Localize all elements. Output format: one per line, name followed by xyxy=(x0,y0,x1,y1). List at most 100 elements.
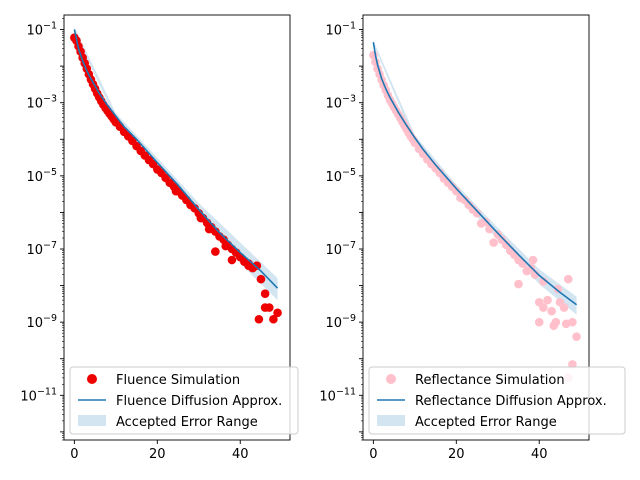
legend-label: Reflectance Simulation xyxy=(415,373,565,388)
data-point-57 xyxy=(563,274,573,284)
data-point-35 xyxy=(472,208,482,218)
data-point-59 xyxy=(572,332,581,342)
y-tick-label-5: 10−1 xyxy=(26,21,57,39)
y-tick-exponent: −9 xyxy=(43,313,57,324)
y-tick-exponent: −5 xyxy=(342,167,356,178)
y-tick-label-4: 10−3 xyxy=(26,94,57,112)
y-tick-exponent: −7 xyxy=(43,240,57,251)
y-tick-label-2: 10−7 xyxy=(325,240,356,258)
legend: Fluence Simulation Fluence Diffusion Appr… xyxy=(69,366,299,435)
x-tick-label-0: 0 xyxy=(369,447,377,462)
error-band xyxy=(74,26,278,301)
y-tick-base: 10 xyxy=(26,170,43,185)
data-point-30 xyxy=(452,186,461,196)
legend-box xyxy=(368,366,626,435)
y-tick-exponent: −1 xyxy=(342,21,356,32)
data-point-68 xyxy=(568,317,577,327)
diffusion-line xyxy=(73,29,279,289)
y-tick-base: 10 xyxy=(325,24,342,39)
data-point-60 xyxy=(514,279,523,289)
y-tick-exponent: −3 xyxy=(43,94,57,105)
diffusion-line xyxy=(372,42,578,306)
x-tick-label-1: 20 xyxy=(448,447,465,462)
data-point-62 xyxy=(534,317,544,327)
legend-label: Fluence Diffusion Approx. xyxy=(116,394,282,409)
data-point-56 xyxy=(260,289,270,299)
y-tick-exponent: −11 xyxy=(336,386,356,397)
y-tick-exponent: −9 xyxy=(342,313,356,324)
legend: Reflectance Simulation Reflectance Diffus… xyxy=(368,366,626,435)
y-tick-label-4: 10−3 xyxy=(325,94,356,112)
reflectance-panel: 0 20 4010−1110−910−710−510−310−1Reflectanc… xyxy=(319,14,626,462)
legend-label: Fluence Simulation xyxy=(116,373,240,388)
data-point-54 xyxy=(252,261,262,270)
legend-label: Reflectance Diffusion Approx. xyxy=(415,394,607,409)
legend-marker-icon xyxy=(87,374,97,384)
legend-band-icon xyxy=(377,415,405,426)
data-point-38 xyxy=(485,224,494,234)
y-tick-base: 10 xyxy=(325,97,342,112)
data-point-51 xyxy=(539,303,548,312)
legend-label: Accepted Error Range xyxy=(415,415,557,430)
y-tick-label-1: 10−9 xyxy=(325,313,356,331)
data-point-60 xyxy=(260,303,270,312)
data-point-65 xyxy=(553,284,563,294)
y-tick-label-5: 10−1 xyxy=(325,21,356,39)
data-point-61 xyxy=(254,314,264,324)
data-point-53 xyxy=(547,306,556,316)
y-tick-base: 10 xyxy=(319,389,336,404)
legend-item-fluence-simulation: Fluence Simulation xyxy=(87,373,240,388)
data-point-64 xyxy=(227,255,237,265)
legend-box xyxy=(69,366,299,435)
data-point-63 xyxy=(539,277,548,286)
y-tick-label-0: 10−11 xyxy=(20,386,57,404)
axes-frame xyxy=(362,14,590,441)
y-tick-exponent: −1 xyxy=(43,21,57,32)
y-tick-base: 10 xyxy=(26,316,43,331)
legend-item-accepted-error-range: Accepted Error Range xyxy=(78,415,258,430)
legend-item-accepted-error-range: Accepted Error Range xyxy=(377,415,557,430)
legend-marker-icon xyxy=(386,374,396,384)
data-point-46 xyxy=(518,259,527,268)
data-point-66 xyxy=(171,186,181,196)
y-tick-base: 10 xyxy=(325,243,342,258)
y-tick-exponent: −5 xyxy=(43,167,57,178)
y-tick-base: 10 xyxy=(26,97,43,112)
y-tick-label-1: 10−9 xyxy=(26,313,57,331)
data-point-37 xyxy=(481,217,490,227)
x-tick-label-1: 20 xyxy=(149,447,166,462)
y-tick-label-2: 10−7 xyxy=(26,240,57,258)
axes-frame xyxy=(63,14,291,441)
y-tick-label-0: 10−11 xyxy=(319,386,356,404)
y-tick-exponent: −3 xyxy=(342,94,356,105)
legend-item-fluence-diffusion-approx: Fluence Diffusion Approx. xyxy=(78,394,282,409)
legend-label: Accepted Error Range xyxy=(116,415,258,430)
y-tick-exponent: −11 xyxy=(37,386,57,397)
plot-area xyxy=(70,26,282,324)
data-point-56 xyxy=(559,303,569,312)
y-tick-base: 10 xyxy=(325,316,342,331)
legend-item-reflectance-diffusion-approx: Reflectance Diffusion Approx. xyxy=(377,394,607,409)
y-tick-exponent: −7 xyxy=(342,240,356,251)
legend-item-reflectance-simulation: Reflectance Simulation xyxy=(386,373,565,388)
data-point-68 xyxy=(204,224,214,234)
y-tick-base: 10 xyxy=(325,170,342,185)
data-point-58 xyxy=(269,314,278,324)
data-point-61 xyxy=(528,255,538,265)
data-point-59 xyxy=(273,308,282,318)
data-point-62 xyxy=(221,241,231,251)
data-point-67 xyxy=(196,213,206,223)
x-tick-label-2: 40 xyxy=(232,447,249,462)
y-tick-base: 10 xyxy=(26,243,43,258)
data-point-39 xyxy=(489,238,498,247)
data-point-63 xyxy=(211,247,220,256)
data-point-52 xyxy=(543,295,552,305)
y-tick-label-3: 10−5 xyxy=(26,167,57,185)
y-tick-label-3: 10−5 xyxy=(325,167,356,185)
y-tick-base: 10 xyxy=(20,389,37,404)
plot-area xyxy=(369,40,581,383)
data-point-65 xyxy=(244,261,253,270)
legend-band-icon xyxy=(78,415,106,426)
